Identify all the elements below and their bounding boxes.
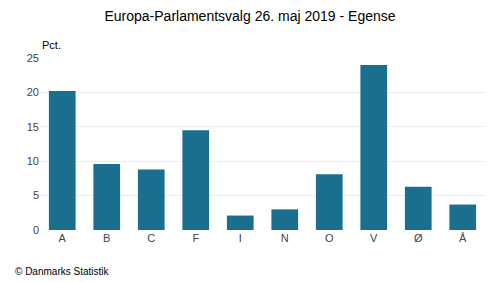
svg-text:V: V (370, 232, 378, 244)
svg-text:Å: Å (459, 232, 467, 244)
svg-text:Ø: Ø (414, 232, 423, 244)
svg-text:F: F (192, 232, 199, 244)
svg-text:Pct.: Pct. (42, 39, 61, 51)
svg-text:20: 20 (27, 86, 39, 98)
svg-text:N: N (281, 232, 289, 244)
svg-text:0: 0 (33, 224, 39, 236)
svg-text:C: C (147, 232, 155, 244)
svg-text:Europa-Parlamentsvalg 26. maj: Europa-Parlamentsvalg 26. maj 2019 - Ege… (104, 8, 395, 24)
svg-text:15: 15 (27, 121, 39, 133)
svg-text:25: 25 (27, 52, 39, 64)
svg-text:10: 10 (27, 155, 39, 167)
svg-text:© Danmarks Statistik: © Danmarks Statistik (15, 266, 110, 277)
svg-text:5: 5 (33, 189, 39, 201)
svg-text:O: O (325, 232, 334, 244)
svg-text:B: B (103, 232, 110, 244)
svg-text:A: A (59, 232, 67, 244)
svg-text:I: I (239, 232, 242, 244)
